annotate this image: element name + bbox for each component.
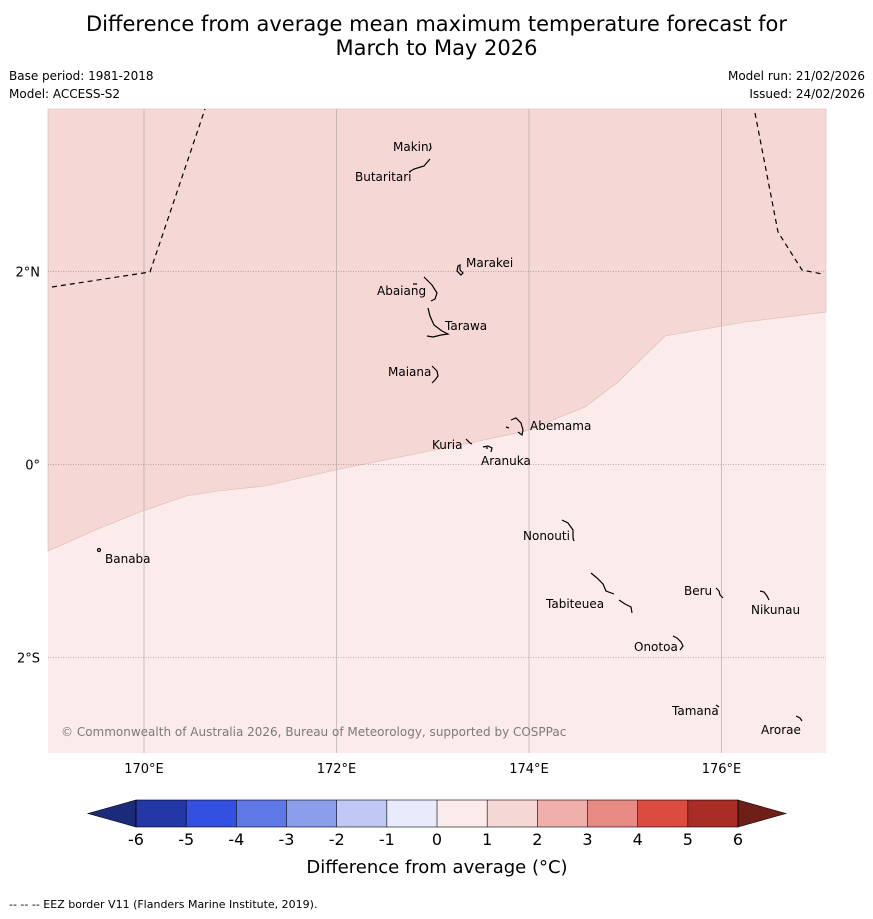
colorbar-tick-label: 4 — [633, 830, 643, 849]
island-tamana — [715, 704, 720, 708]
colorbar-tick-label: 2 — [532, 830, 542, 849]
island-makin — [428, 142, 432, 152]
colorbar-tick-label: 6 — [733, 830, 743, 849]
place-label-nikunau: Nikunau — [751, 603, 800, 617]
colorbar-swatch — [186, 800, 237, 827]
place-label-abemama: Abemama — [530, 419, 591, 433]
colorbar-swatch — [537, 800, 588, 827]
island-banaba — [96, 547, 102, 553]
colorbar-swatch — [437, 800, 488, 827]
issued-date: Issued: 24/02/2026 — [749, 87, 865, 101]
lon-tick-label: 172°E — [317, 762, 357, 777]
copyright-notice: © Commonwealth of Australia 2026, Bureau… — [61, 725, 566, 739]
island-tabiteuea — [590, 572, 633, 614]
lat-tick-label: 2°S — [17, 652, 40, 667]
island-arorae — [795, 715, 803, 722]
island-abaiang — [413, 276, 438, 302]
lon-tick-label: 176°E — [702, 762, 742, 777]
colorbar-tick-label: 3 — [582, 830, 592, 849]
colorbar-label: Difference from average (°C) — [306, 857, 567, 878]
colorbar-extend-low — [86, 799, 137, 828]
colorbar-tick-label: -6 — [128, 830, 144, 849]
colorbar-swatch — [136, 800, 187, 827]
graticule — [48, 109, 826, 753]
island-nikunau — [759, 590, 770, 601]
place-label-maiana: Maiana — [388, 365, 431, 379]
island-nonouti — [561, 519, 575, 542]
place-label-arorae: Arorae — [761, 723, 801, 737]
colorbar: -6 -5 -4 -3 -2 -1 0 1 2 3 4 5 6 — [86, 799, 788, 849]
lon-tick-label: 170°E — [124, 762, 164, 777]
place-label-aranuka: Aranuka — [481, 454, 531, 468]
place-label-abaiang: Abaiang — [377, 284, 426, 298]
place-label-makin: Makin — [393, 140, 429, 154]
place-labels: Makin Butaritari Marakei Abaiang Tarawa Maian… — [105, 140, 801, 737]
colorbar-tick-label: -1 — [379, 830, 395, 849]
place-label-onotoa: Onotoa — [634, 640, 678, 654]
island-aranuka — [482, 445, 493, 453]
model-name: Model: ACCESS-S2 — [9, 87, 121, 101]
place-label-butaritari: Butaritari — [355, 170, 412, 184]
colorbar-swatch — [687, 800, 739, 827]
place-label-marakei: Marakei — [466, 256, 513, 270]
island-abemama — [505, 417, 524, 437]
colorbar-tick-label: 1 — [482, 830, 492, 849]
eez-borders — [51, 108, 823, 288]
colorbar-tick-label: -3 — [279, 830, 295, 849]
lat-tick-label: 0° — [25, 459, 40, 474]
island-beru — [715, 587, 724, 599]
colorbar-swatch — [386, 800, 438, 827]
title-line-2: March to May 2026 — [335, 36, 538, 60]
place-label-tarawa: Tarawa — [444, 319, 487, 333]
place-label-beru: Beru — [684, 584, 712, 598]
model-run: Model run: 21/02/2026 — [727, 69, 865, 83]
meta-right: Model run: 21/02/2026 Issued: 24/02/2026 — [728, 67, 865, 103]
colorbar-tick-label: -5 — [178, 830, 194, 849]
colorbar-tick-label: 5 — [683, 830, 693, 849]
meta-left: Base period: 1981-2018 Model: ACCESS-S2 — [9, 67, 154, 103]
colorbar-swatch — [336, 800, 388, 827]
colorbar-tick-label: -2 — [329, 830, 345, 849]
title-line-1: Difference from average mean maximum tem… — [86, 12, 787, 36]
colorbar-tick-label: 0 — [432, 830, 442, 849]
place-label-kuria: Kuria — [432, 438, 463, 452]
colorbar-tick-label: -4 — [228, 830, 244, 849]
eez-footnote: -- -- -- EEZ border V11 (Flanders Marine… — [9, 898, 318, 911]
colorbar-swatch — [236, 800, 287, 827]
place-label-banaba: Banaba — [105, 552, 151, 566]
island-tarawa — [426, 307, 450, 338]
island-maiana — [431, 365, 439, 384]
lon-tick-label: 174°E — [509, 762, 549, 777]
island-kuria — [465, 438, 473, 445]
chart-title: Difference from average mean maximum tem… — [0, 12, 873, 60]
lat-tick-label: 2°N — [16, 266, 41, 281]
colorbar-swatch — [587, 800, 638, 827]
place-label-tabiteuea: Tabiteuea — [545, 597, 604, 611]
colorbar-extend-high — [737, 799, 788, 828]
place-label-nonouti: Nonouti — [523, 529, 570, 543]
island-onotoa — [672, 635, 684, 651]
colorbar-swatch — [487, 800, 538, 827]
eez-border-west — [51, 108, 206, 288]
colorbar-swatch — [286, 800, 337, 827]
island-marakei — [456, 264, 464, 276]
axis-labels: 170°E 172°E 174°E 176°E 2°N 0° 2°S — [16, 266, 742, 778]
base-period: Base period: 1981-2018 — [9, 69, 154, 83]
colorbar-swatch — [637, 800, 689, 827]
island-butaritari — [408, 158, 431, 173]
place-label-tamana: Tamana — [671, 704, 719, 718]
island-shapes — [96, 142, 803, 722]
